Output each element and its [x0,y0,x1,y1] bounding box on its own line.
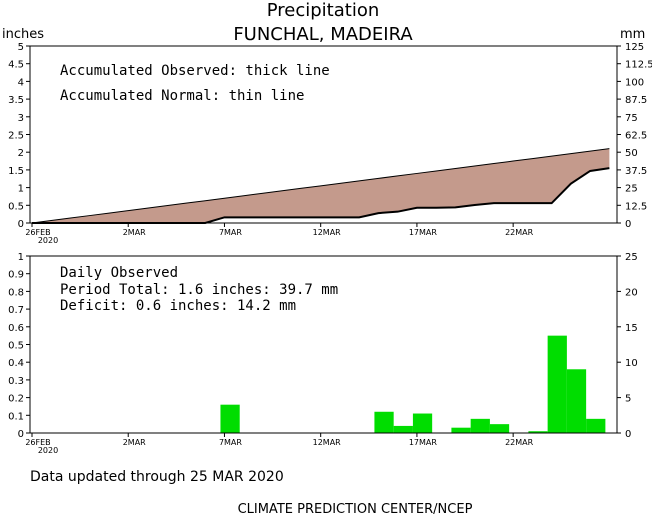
y-tick-label-left: 0 [18,219,24,230]
annotation-normal: Accumulated Normal: thin line [60,88,304,104]
daily-bar [220,404,240,433]
annotation-observed: Accumulated Observed: thick line [60,63,330,79]
x-tick-year: 2020 [38,446,58,455]
y-tick-label-right: 15 [625,323,638,334]
y-tick-label-left: 0.8 [8,287,24,298]
y-tick-label-right: 37.5 [625,166,647,177]
daily-bar [393,425,413,433]
y-tick-label-right: 125 [625,42,644,53]
chart-subtitle: FUNCHAL, MADEIRA [233,24,413,45]
y-tick-label-right: 62.5 [625,131,647,142]
y-tick-label-left: 0.3 [8,376,24,387]
annotation-deficit: Deficit: 0.6 inches: 14.2 mm [60,298,296,314]
daily-bar [374,411,394,433]
x-tick-label: 12MAR [313,228,342,237]
daily-panel: 00.10.20.30.40.50.60.70.80.9105101520252… [8,252,638,455]
daily-bar [547,335,567,433]
y-tick-label-left: 0.6 [8,323,24,334]
y-tick-label-left: 3 [18,113,24,124]
accumulated-panel: 00.511.522.533.544.55012.52537.55062.575… [8,42,652,245]
y-tick-label-right: 20 [625,287,638,298]
y-tick-label-left: 0.5 [8,201,24,212]
x-tick-label: 22MAR [505,228,534,237]
x-tick-label: 17MAR [409,228,438,237]
annotation-daily: Daily Observed [60,265,178,281]
annotation-period-total: Period Total: 1.6 inches: 39.7 mm [60,282,338,298]
y-tick-label-right: 50 [625,148,638,159]
y-tick-label-right: 0 [625,429,631,440]
y-tick-label-right: 10 [625,358,638,369]
y-tick-label-right: 0 [625,219,631,230]
y-tick-label-right: 5 [625,394,631,405]
footer-updated: Data updated through 25 MAR 2020 [30,469,284,485]
y-tick-label-right: 112.5 [625,60,652,71]
daily-bar [586,418,606,433]
y-tick-label-left: 1.5 [8,166,24,177]
x-tick-label: 26FEB [25,438,50,447]
footer-credit: CLIMATE PREDICTION CENTER/NCEP [238,502,473,517]
y-tick-label-left: 0.5 [8,341,24,352]
daily-bar [451,427,471,433]
y-tick-label-left: 4 [18,77,24,88]
daily-bar [528,431,548,433]
y-tick-label-left: 0.4 [8,358,24,369]
x-tick-label: 26FEB [25,228,50,237]
x-tick-label: 7MAR [219,228,242,237]
unit-left: inches [2,27,44,42]
daily-bar [412,413,433,433]
daily-bar [566,369,587,433]
x-tick-label: 2MAR [123,228,146,237]
y-tick-label-left: 5 [18,42,24,53]
y-tick-label-right: 100 [625,77,644,88]
y-tick-label-left: 0 [18,429,24,440]
x-tick-label: 17MAR [409,438,438,447]
normal-line [31,148,610,224]
unit-right: mm [620,27,645,42]
y-tick-label-left: 0.2 [8,394,24,405]
y-tick-label-left: 1 [18,184,24,195]
daily-bar [470,418,490,433]
x-tick-year: 2020 [38,236,58,245]
chart-title: Precipitation [267,0,380,21]
y-tick-label-right: 12.5 [625,201,647,212]
y-tick-label-right: 87.5 [625,95,647,106]
x-tick-label: 2MAR [123,438,146,447]
y-tick-label-left: 2.5 [8,131,24,142]
y-tick-label-left: 2 [18,148,24,159]
x-tick-label: 7MAR [219,438,242,447]
y-tick-label-left: 1 [18,252,24,263]
daily-bar [489,424,510,433]
y-tick-label-left: 0.9 [8,270,24,281]
y-tick-label-left: 4.5 [8,60,24,71]
y-tick-label-right: 25 [625,184,638,195]
y-tick-label-left: 3.5 [8,95,24,106]
y-tick-label-right: 75 [625,113,638,124]
y-tick-label-left: 0.7 [8,305,24,316]
y-tick-label-right: 25 [625,252,638,263]
x-tick-label: 22MAR [505,438,534,447]
x-tick-label: 12MAR [313,438,342,447]
y-tick-label-left: 0.1 [8,411,24,422]
